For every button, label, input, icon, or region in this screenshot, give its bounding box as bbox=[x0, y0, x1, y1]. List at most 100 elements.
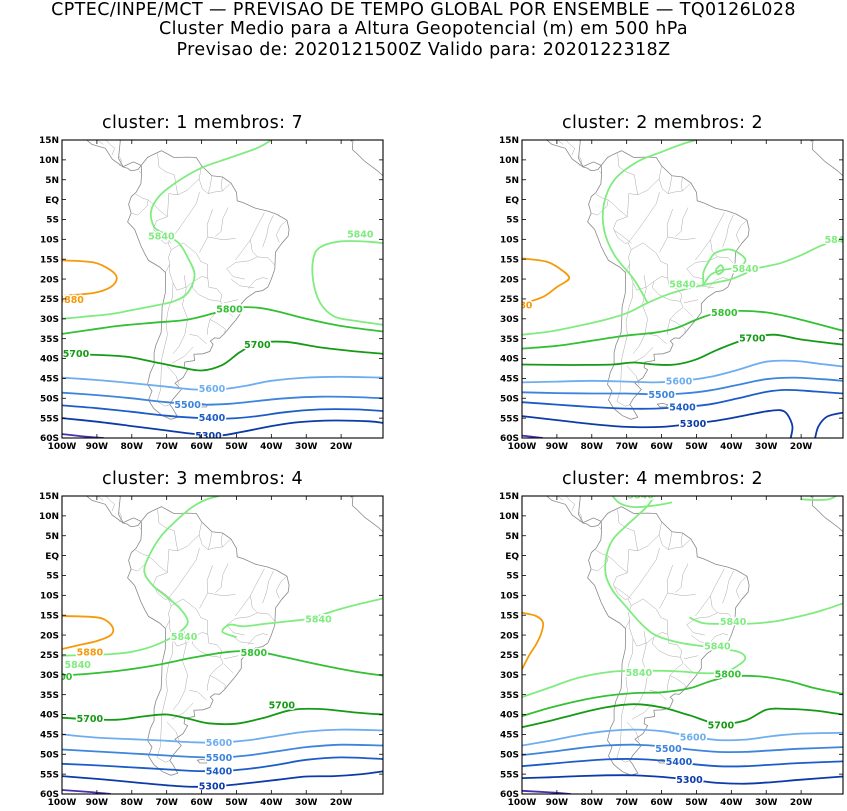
contour-label: 5400 bbox=[669, 403, 696, 414]
country-border bbox=[153, 572, 172, 629]
isoline-5300 bbox=[522, 774, 843, 785]
country-border bbox=[215, 207, 229, 237]
country-border bbox=[235, 568, 265, 617]
country-border bbox=[206, 565, 213, 593]
contour-label: 5400 bbox=[666, 757, 693, 768]
country-border bbox=[683, 299, 699, 304]
cluster-panel-3: cluster: 3 membros: 4 5880 5840 5800 5840 58… bbox=[39, 469, 440, 808]
isoline-5600 bbox=[522, 728, 843, 747]
isoline-5200 bbox=[62, 789, 111, 794]
lat-label: 25S bbox=[40, 651, 59, 661]
coastlines bbox=[86, 140, 383, 420]
lon-label: 70W bbox=[155, 798, 178, 808]
lat-label: 10N bbox=[499, 512, 519, 522]
country-border bbox=[198, 534, 232, 550]
lon-label: 50W bbox=[225, 798, 248, 808]
isoline-5600 bbox=[522, 359, 843, 384]
contour-label: 5880 bbox=[77, 647, 104, 658]
lon-label: 30W bbox=[755, 442, 778, 452]
lat-label: 5N bbox=[505, 176, 519, 186]
lat-label: 10S bbox=[40, 592, 59, 602]
contour-label: 5840 bbox=[347, 229, 374, 240]
country-border bbox=[558, 140, 564, 145]
lon-label: 50W bbox=[225, 442, 248, 452]
coastline bbox=[350, 496, 383, 533]
country-border bbox=[220, 176, 223, 191]
country-border bbox=[226, 612, 258, 636]
contour-label: 5800 bbox=[216, 304, 243, 315]
country-border bbox=[616, 282, 634, 407]
country-border bbox=[626, 721, 640, 742]
country-border bbox=[684, 663, 694, 673]
isoline-5300 bbox=[62, 770, 383, 788]
contour-label: 5300 bbox=[199, 782, 226, 793]
isoline-5400 bbox=[522, 388, 843, 410]
country-border bbox=[250, 595, 275, 622]
lon-label: 20W bbox=[790, 442, 813, 452]
country-border bbox=[166, 721, 180, 742]
isoline-5400 bbox=[62, 404, 383, 420]
panel-title: cluster: 3 membros: 4 bbox=[102, 469, 303, 489]
coastline bbox=[810, 140, 843, 177]
contour-label: 5700 bbox=[269, 701, 296, 712]
country-border bbox=[206, 301, 224, 335]
country-border bbox=[148, 555, 168, 573]
country-border bbox=[275, 576, 288, 599]
lat-label: 35S bbox=[500, 691, 519, 701]
lat-label: 20S bbox=[500, 631, 519, 641]
country-border bbox=[578, 512, 583, 522]
contour-label: 5700 bbox=[63, 349, 90, 360]
contour-label: 5300 bbox=[195, 431, 222, 442]
country-border bbox=[98, 140, 104, 145]
lat-label: 5S bbox=[46, 216, 59, 226]
country-border bbox=[591, 193, 609, 216]
lat-label: 40S bbox=[500, 355, 519, 365]
contour-label: 5840 bbox=[627, 490, 654, 501]
country-border bbox=[627, 549, 638, 573]
contour-label: 5600 bbox=[199, 384, 226, 395]
lon-label: 20W bbox=[790, 798, 813, 808]
lon-label: 60W bbox=[650, 798, 673, 808]
country-border bbox=[669, 675, 686, 690]
country-border bbox=[118, 156, 123, 166]
country-border bbox=[167, 192, 200, 244]
country-borders bbox=[98, 496, 288, 763]
isoline-5840 bbox=[714, 264, 725, 276]
country-border bbox=[206, 657, 224, 691]
panel-title: cluster: 1 membros: 7 bbox=[102, 113, 303, 133]
isoline-5800 bbox=[62, 650, 383, 677]
contour-label: 5840 bbox=[669, 279, 696, 290]
contour-label: 5500 bbox=[655, 744, 682, 755]
country-border bbox=[680, 176, 683, 191]
country-border bbox=[658, 178, 692, 194]
country-border bbox=[722, 570, 734, 604]
lat-label: 50S bbox=[40, 394, 59, 404]
figure-title: CPTEC/INPE/MCT — PREVISAO DE TEMPO GLOBA… bbox=[51, 0, 796, 20]
figure-subtitle: Cluster Medio para a Altura Geopotencial… bbox=[158, 19, 689, 39]
lon-label: 70W bbox=[615, 442, 638, 452]
country-border bbox=[189, 334, 207, 344]
country-border bbox=[156, 638, 174, 763]
contour-label: 5840 bbox=[171, 632, 198, 643]
country-border bbox=[172, 631, 188, 710]
lat-label: 15S bbox=[40, 611, 59, 621]
plot-frame bbox=[61, 495, 384, 795]
contour-label: 5800 bbox=[711, 308, 738, 319]
isoline-5880 bbox=[62, 259, 118, 297]
country-border bbox=[627, 548, 660, 600]
country-border bbox=[189, 690, 207, 700]
country-border bbox=[627, 192, 660, 244]
isoline-5840 bbox=[801, 496, 837, 501]
country-border bbox=[675, 563, 689, 593]
country-border bbox=[224, 663, 234, 673]
lon-label: 30W bbox=[295, 442, 318, 452]
lat-label: 15S bbox=[500, 255, 519, 265]
isoline-5840 bbox=[702, 248, 747, 286]
contour-label: 5840 bbox=[825, 235, 847, 246]
contour-label: 5700 bbox=[77, 714, 104, 725]
lon-label: 90W bbox=[86, 442, 109, 452]
country-border bbox=[235, 212, 265, 261]
plot-frame bbox=[521, 495, 844, 795]
isoline-5800 bbox=[522, 674, 843, 717]
coastline bbox=[587, 506, 750, 776]
